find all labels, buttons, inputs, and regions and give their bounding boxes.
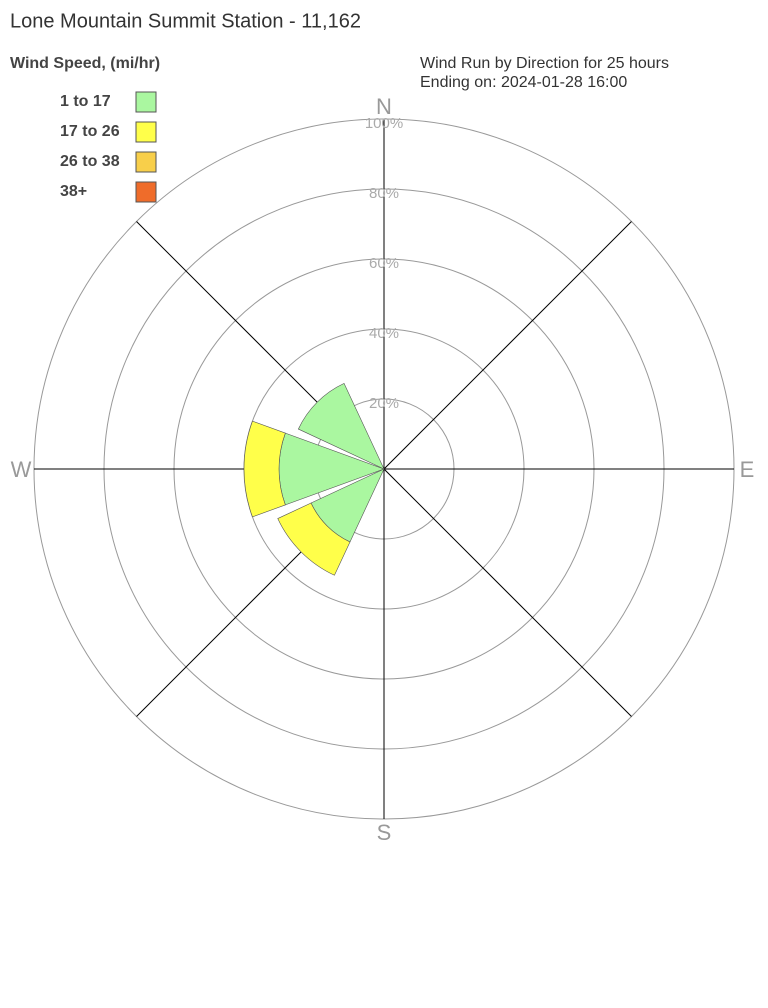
legend-swatch (135, 91, 157, 113)
legend-label: 17 to 26 (60, 123, 120, 140)
legend-label: 38+ (60, 183, 87, 200)
legend-label: 26 to 38 (60, 153, 120, 170)
direction-label: E (740, 457, 755, 482)
r-tick-label: 40% (369, 325, 399, 342)
r-tick-label: 80% (369, 185, 399, 202)
legend-swatch (135, 181, 157, 203)
direction-label: W (11, 457, 32, 482)
direction-label: S (377, 820, 392, 845)
subtitle: Ending on: 2024-01-28 16:00 (420, 74, 627, 91)
legend-swatch (135, 151, 157, 173)
wedge (277, 502, 351, 576)
legend-swatch (135, 121, 157, 143)
r-tick-label: 20% (369, 395, 399, 412)
wedge (297, 382, 385, 470)
r-tick-label: 100% (365, 115, 403, 132)
legend-label: 1 to 17 (60, 93, 111, 110)
wedge (243, 420, 286, 518)
direction-label: N (376, 94, 392, 119)
r-tick-label: 60% (369, 255, 399, 272)
subtitle: Wind Run by Direction for 25 hours (420, 55, 669, 72)
chart-title: Lone Mountain Summit Station - 11,162 (10, 10, 361, 32)
legend-title: Wind Speed, (mi/hr) (10, 55, 160, 72)
